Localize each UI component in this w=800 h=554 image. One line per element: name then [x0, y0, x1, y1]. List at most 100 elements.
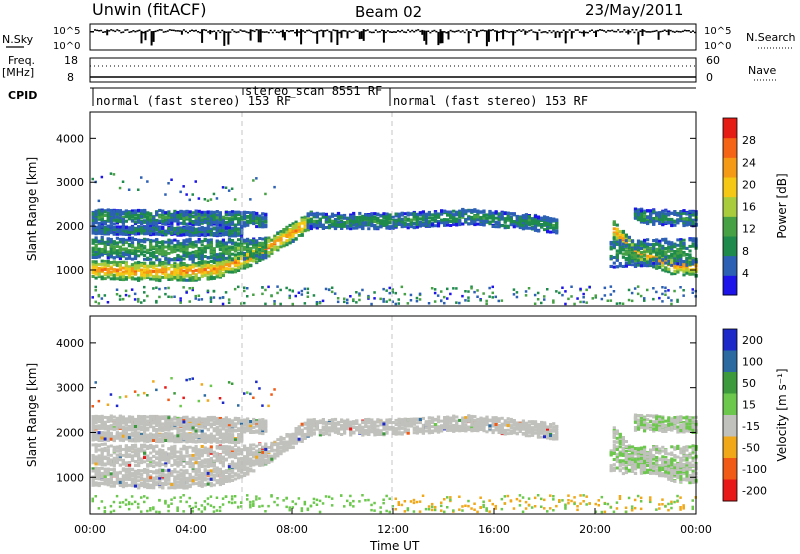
noise-sample [154, 30, 157, 33]
power-cell [639, 219, 644, 222]
power-cell [197, 257, 201, 261]
power-cell [536, 229, 541, 233]
power-cell [676, 269, 680, 272]
power-cell [212, 233, 216, 237]
power-cell [646, 249, 650, 253]
power-cell [94, 245, 98, 249]
power-cell [140, 301, 143, 304]
power-cell [385, 212, 389, 216]
power-cell [133, 232, 138, 236]
power-cell [479, 223, 483, 226]
power-cell [352, 223, 356, 227]
noise-sample [423, 30, 426, 41]
power-cell [621, 302, 625, 305]
power-cell [94, 252, 98, 256]
power-cell [273, 236, 277, 240]
power-cell [303, 225, 307, 229]
power-cell [452, 222, 456, 226]
power-cell [149, 269, 153, 273]
noise-sample [328, 30, 331, 33]
power-cell [440, 290, 443, 293]
power-cell [452, 217, 456, 221]
power-cell [400, 285, 404, 289]
power-cell [115, 250, 119, 254]
power-cell [488, 215, 492, 219]
power-cell [221, 296, 225, 299]
power-cell [609, 293, 613, 296]
power-cell [427, 224, 431, 228]
power-cell [355, 222, 359, 226]
power-cell [246, 220, 250, 224]
noise-sample [112, 29, 115, 32]
power-cell [497, 221, 501, 225]
power-cell [400, 220, 404, 224]
power-cell [297, 291, 301, 294]
power-cell [646, 254, 650, 258]
noise-sample [126, 29, 129, 31]
power-cell [197, 246, 201, 250]
power-cell [170, 219, 174, 223]
power-cell [149, 226, 153, 230]
noise-sample [249, 29, 252, 41]
power-cell [243, 241, 247, 245]
power-cell [203, 263, 207, 267]
power-cell [667, 240, 671, 244]
power-cell [473, 223, 477, 227]
power-cell [552, 299, 555, 302]
power-cell [270, 248, 274, 252]
power-cell [464, 212, 468, 216]
noise-sample [348, 30, 351, 32]
power-cell [149, 251, 153, 255]
power-cell [188, 268, 192, 272]
power-cell [188, 278, 192, 282]
power-cell [667, 257, 671, 261]
power-cell [155, 232, 159, 236]
noise-sample [302, 30, 305, 32]
power-cell [461, 215, 465, 219]
power-cell [303, 227, 307, 231]
power-cell [515, 291, 519, 294]
power-cell [264, 217, 268, 220]
power-cell [170, 217, 174, 221]
power-cell [121, 261, 125, 264]
power-cell [639, 250, 644, 254]
power-cell [273, 241, 277, 245]
power-cell [649, 253, 653, 257]
power-cell [115, 229, 119, 233]
power-cell [261, 237, 265, 241]
power-cell [197, 223, 201, 227]
power-cell [388, 298, 391, 302]
power-cell [221, 229, 225, 233]
power-cell [249, 253, 253, 257]
power-cell [455, 213, 459, 217]
power-cell [436, 294, 440, 297]
power-cell [536, 298, 540, 301]
noise-sample [142, 31, 145, 34]
noise-sample [477, 30, 480, 33]
power-cell [94, 272, 98, 276]
power-cell [149, 265, 153, 269]
power-cell [427, 210, 431, 214]
power-cell [233, 217, 238, 221]
power-cell [206, 240, 210, 244]
power-cell [388, 291, 391, 295]
power-cell [176, 245, 180, 249]
power-cell [194, 276, 198, 280]
power-cell [449, 210, 453, 214]
power-cell [221, 246, 225, 250]
power-cell [133, 209, 138, 213]
noise-sample [455, 30, 458, 32]
power-cell [667, 259, 671, 263]
noise-sample [326, 29, 329, 31]
power-cell [246, 256, 250, 260]
power-cell [361, 225, 365, 229]
power-cell [97, 211, 101, 215]
power-cell [303, 229, 307, 233]
power-cell [543, 295, 546, 298]
power-cell [91, 247, 95, 251]
power-cell [630, 243, 635, 247]
power-cell [391, 219, 395, 222]
power-cell [176, 210, 180, 214]
power-cell [633, 207, 638, 211]
power-cell [164, 240, 168, 244]
